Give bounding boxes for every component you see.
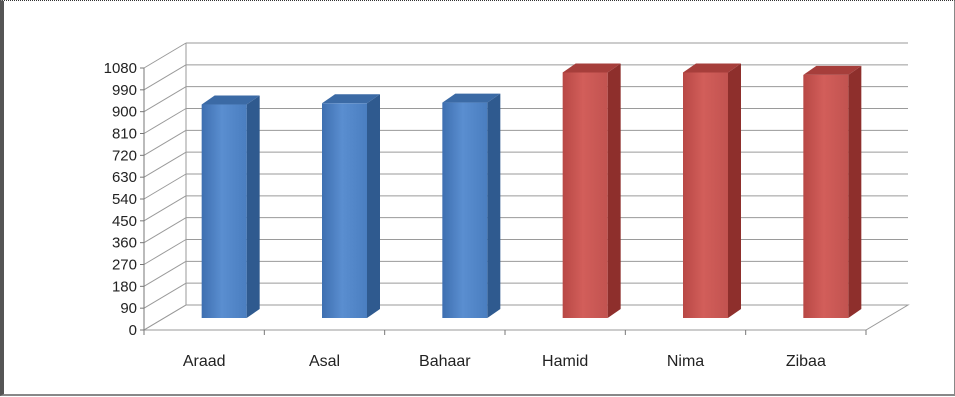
- bar-top-asal: [322, 94, 380, 104]
- y-tick-label-810: 810: [112, 126, 137, 143]
- y-tick-label-180: 180: [112, 278, 137, 295]
- bar-front-araad: [201, 104, 247, 318]
- side-gridline-720: [143, 129, 187, 156]
- y-tick-label-270: 270: [112, 257, 137, 274]
- bar-top-bahaar: [442, 93, 501, 103]
- side-gridline-270: [143, 239, 187, 265]
- x-category-label-zibaa: Zibaa: [786, 353, 826, 370]
- bar-top-hamid: [562, 63, 621, 73]
- bar-zibaa: [803, 65, 862, 318]
- bar-side-hamid: [607, 63, 621, 319]
- bar-asal: [322, 94, 380, 318]
- side-gridline-540: [143, 173, 187, 200]
- y-tick-label-0: 0: [129, 322, 137, 339]
- bar-top-nima: [683, 63, 741, 73]
- bar-front-nima: [683, 72, 728, 318]
- bar-side-nima: [728, 63, 741, 319]
- y-tick-label-360: 360: [112, 235, 137, 252]
- bar-front-zibaa: [803, 74, 849, 318]
- bar-top-zibaa: [803, 65, 862, 75]
- bar-side-araad: [246, 95, 260, 318]
- bar-chart: 0 90 180 270 360 450 540 630 720 810 900 990 1080 Ar…: [104, 42, 910, 370]
- side-gridline-1080: [143, 42, 187, 69]
- gridlines: [142, 42, 910, 331]
- y-axis-tick-labels: 0 90 180 270 360 450 540 630 720 810 900 990 1080: [104, 60, 137, 339]
- x-axis-category-labels: Araad Asal Bahaar Hamid Nima Zibaa: [183, 353, 826, 370]
- bar-top-araad: [201, 95, 260, 105]
- side-gridline-450: [143, 195, 187, 222]
- side-gridline-900: [143, 86, 187, 113]
- side-gridline-810: [143, 108, 187, 134]
- bar-side-zibaa: [848, 65, 862, 318]
- x-category-label-nima: Nima: [667, 353, 704, 370]
- bar-side-bahaar: [487, 93, 501, 318]
- x-category-label-bahaar: Bahaar: [419, 353, 471, 370]
- side-gridline-630: [143, 151, 187, 178]
- y-tick-label-720: 720: [112, 147, 137, 164]
- y-tick-label-990: 990: [112, 82, 137, 99]
- bar-side-asal: [367, 94, 380, 318]
- bar-front-hamid: [562, 72, 608, 318]
- axes: [140, 67, 867, 335]
- y-tick-label-90: 90: [120, 300, 137, 317]
- y-tick-label-450: 450: [112, 213, 137, 230]
- y-tick-label-540: 540: [112, 191, 137, 208]
- bar-nima: [683, 63, 741, 319]
- side-gridline-990: [143, 64, 187, 91]
- y-tick-label-1080: 1080: [104, 60, 137, 77]
- bars: [201, 63, 862, 319]
- y-tick-label-630: 630: [112, 169, 137, 186]
- x-category-label-hamid: Hamid: [542, 353, 588, 370]
- x-category-label-araad: Araad: [183, 353, 226, 370]
- y-tick-label-900: 900: [112, 104, 137, 121]
- bar-front-asal: [322, 103, 367, 318]
- bar-hamid: [562, 63, 621, 319]
- bar-bahaar: [442, 93, 501, 318]
- bar-araad: [201, 95, 260, 318]
- side-gridline-90: [143, 282, 187, 309]
- bar-front-bahaar: [442, 102, 488, 318]
- x-category-label-asal: Asal: [309, 353, 340, 370]
- side-gridline-360: [143, 217, 187, 244]
- side-gridline-180: [143, 260, 187, 287]
